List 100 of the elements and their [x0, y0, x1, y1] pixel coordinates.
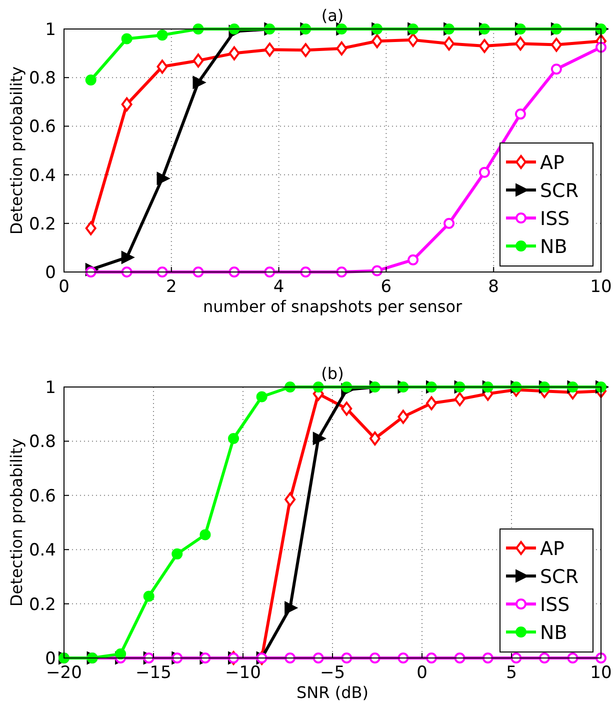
point [121, 33, 132, 44]
y-tick-label: 0 [45, 263, 56, 283]
point [482, 652, 494, 664]
legend-label: ISS [540, 594, 570, 616]
point [426, 396, 437, 410]
point [550, 64, 562, 75]
point [444, 36, 455, 51]
point [192, 24, 204, 34]
legend-label: SCR [540, 566, 579, 588]
point [538, 652, 550, 664]
point [284, 601, 298, 614]
point [228, 432, 240, 444]
point [300, 266, 312, 278]
point [172, 548, 183, 560]
y-axis-title: Detection probability [7, 66, 26, 235]
point [444, 218, 455, 229]
legend-label: NB [540, 236, 568, 258]
point [85, 74, 96, 86]
point [426, 652, 437, 664]
point [454, 652, 466, 664]
point [408, 254, 419, 266]
point [156, 266, 168, 278]
y-tick-label: 0.2 [28, 594, 56, 615]
y-tick-label: 0.4 [28, 540, 56, 561]
y-tick-label: 0.8 [28, 432, 56, 452]
point [85, 221, 96, 236]
point [284, 652, 296, 664]
point [121, 266, 132, 278]
y-tick-label: 1 [45, 20, 56, 40]
point [85, 266, 96, 278]
point [596, 42, 606, 53]
point [372, 34, 383, 48]
x-tick-label: −15 [136, 663, 172, 683]
legend-label: NB [540, 622, 568, 644]
point [336, 266, 348, 278]
point [341, 652, 352, 664]
x-tick-label: −5 [320, 663, 346, 683]
y-tick-label: 0.2 [28, 214, 56, 234]
legend-label: SCR [540, 180, 579, 202]
point [156, 30, 168, 41]
point [121, 97, 132, 112]
point [398, 410, 409, 424]
point [312, 432, 326, 445]
x-tick-label: 2 [166, 277, 177, 297]
point [228, 46, 240, 60]
x-tick-label: 5 [506, 663, 517, 683]
point [228, 266, 240, 278]
point [115, 648, 126, 660]
point [369, 431, 380, 446]
point [336, 41, 348, 56]
point [398, 652, 409, 664]
chart-title: (b) [321, 364, 344, 383]
x-tick-label: 8 [488, 277, 500, 297]
x-tick-label: −10 [225, 663, 261, 683]
point [514, 108, 526, 120]
x-tick-label: 4 [273, 277, 284, 297]
point [192, 266, 204, 278]
point [300, 43, 312, 58]
x-tick-label: 6 [380, 277, 392, 297]
point [121, 250, 134, 264]
point [341, 402, 352, 416]
point [192, 54, 204, 68]
chart-title: (a) [321, 6, 344, 25]
point [143, 590, 154, 602]
x-tick-label: 10 [590, 277, 612, 297]
legend-label: ISS [540, 208, 570, 230]
y-tick-label: 0.6 [28, 117, 56, 138]
point [284, 382, 296, 392]
point [408, 32, 419, 47]
y-tick-label: 0.4 [28, 166, 56, 186]
point [256, 391, 268, 402]
legend-label: AP [540, 152, 564, 174]
x-axis-title: number of snapshots per sensor [202, 297, 462, 316]
point [478, 39, 490, 54]
point [454, 392, 466, 406]
point [264, 266, 276, 278]
legend-label: AP [540, 538, 564, 560]
point [284, 492, 296, 506]
y-axis-title: Detection probability [7, 438, 26, 607]
point [312, 652, 324, 664]
point [514, 36, 526, 51]
point [550, 38, 562, 52]
x-tick-label: 0 [58, 277, 70, 297]
y-tick-label: 0.8 [28, 68, 56, 89]
x-axis-title: SNR (dB) [296, 683, 368, 702]
point [192, 76, 206, 89]
point [312, 382, 324, 392]
x-tick-label: 10 [590, 663, 612, 683]
point [228, 24, 240, 34]
point [156, 60, 168, 74]
point [264, 42, 276, 57]
point [200, 529, 211, 540]
point [567, 652, 578, 664]
point [596, 652, 606, 664]
x-tick-label: 0 [416, 663, 428, 683]
point [372, 265, 383, 276]
point [156, 172, 170, 185]
point [510, 652, 522, 664]
point [369, 652, 380, 664]
point [478, 166, 490, 178]
